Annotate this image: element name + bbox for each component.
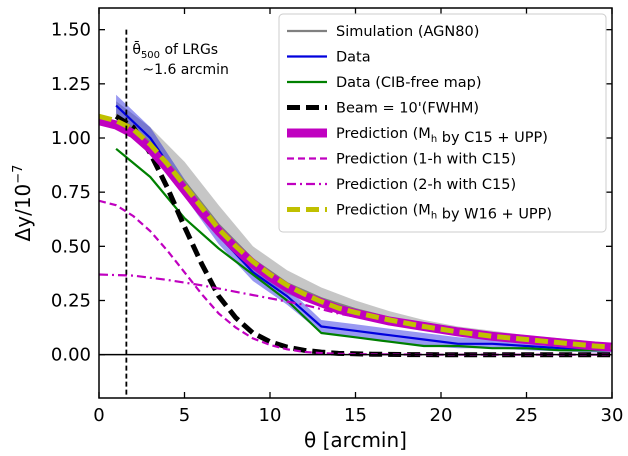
series-line-6 — [99, 273, 612, 349]
legend-label-5: Prediction (1-h with C15) — [336, 152, 516, 168]
y-tick-label: 1.00 — [51, 128, 91, 149]
legend: Simulation (AGN80) Data Data (CIB-free map… — [278, 13, 607, 233]
x-tick-label: 5 — [179, 405, 190, 426]
x-tick-label: 20 — [430, 405, 453, 426]
legend-label-7: Prediction (Mh by W16 + UPP) — [336, 203, 552, 223]
y-tick-label: 0.00 — [51, 345, 91, 366]
y-tick-label: 1.25 — [51, 74, 91, 95]
y-tick-label: 0.50 — [51, 236, 91, 257]
annotation: θ̄500 of LRGs~1.6 arcmin — [132, 40, 229, 78]
legend-label-2: Data (CIB-free map) — [336, 75, 482, 91]
x-tick-label: 15 — [344, 405, 367, 426]
x-tick-label: 10 — [259, 405, 282, 426]
axes: 0 5 10 15 20 25 30 0.00 0.25 0.50 0.75 1.00 1.25 1.50… — [11, 7, 624, 452]
legend-label-4: Prediction (Mh by C15 + UPP) — [336, 126, 548, 146]
y-tick-label: 0.25 — [51, 291, 91, 312]
y-tick-label: 0.75 — [51, 182, 91, 203]
x-tick-label: 0 — [93, 405, 104, 426]
series-lines — [99, 104, 612, 358]
legend-label-0: Simulation (AGN80) — [336, 24, 479, 40]
legend-label-1: Data — [336, 50, 371, 66]
y-axis-title: Δy/10−7 — [11, 165, 35, 242]
legend-label-3: Beam = 10'(FWHM) — [336, 101, 479, 117]
annotation-text-2: ~1.6 arcmin — [142, 62, 229, 78]
reference-lines — [99, 29, 612, 398]
legend-label-6: Prediction (2-h with C15) — [336, 177, 516, 193]
annotation-text-1: θ̄500 of LRGs — [132, 40, 218, 61]
legend-box — [278, 13, 607, 233]
x-axis-title: θ [arcmin] — [304, 428, 407, 452]
series-line-2 — [115, 147, 612, 352]
x-tick-label: 30 — [601, 405, 624, 426]
series-line-7 — [99, 113, 612, 350]
x-tick-label: 25 — [515, 405, 538, 426]
y-tick-label: 1.50 — [51, 20, 91, 41]
